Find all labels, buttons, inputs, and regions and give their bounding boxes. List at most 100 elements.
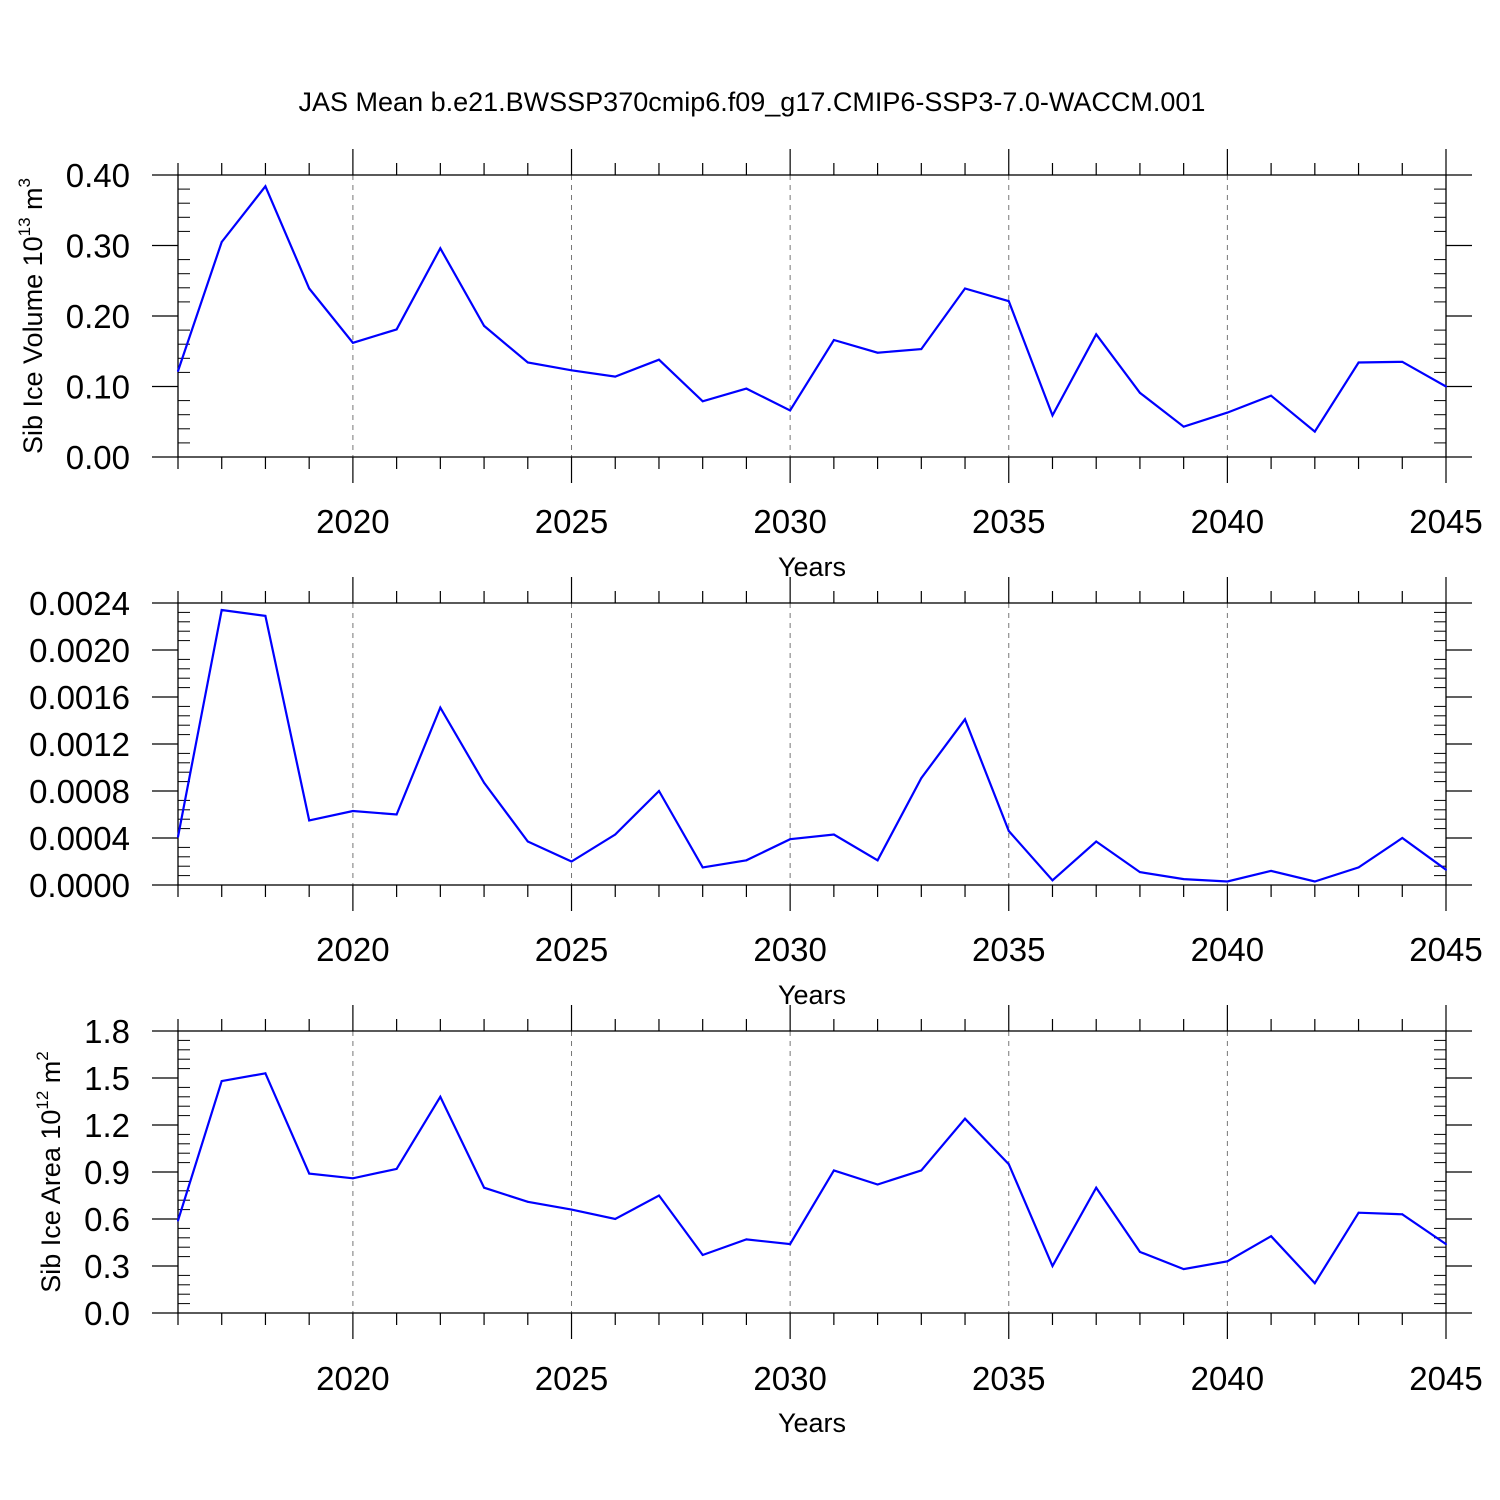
- data-point: [657, 790, 660, 792]
- x-tick-label: 2030: [753, 931, 826, 968]
- data-point: [614, 1218, 617, 1220]
- data-point: [614, 833, 617, 836]
- data-point: [920, 1169, 923, 1172]
- data-point: [1051, 414, 1054, 417]
- data-point: [745, 1238, 748, 1241]
- panel-snow-volume: 0.0000 0.0004 0.0008 0.0012 0.0016 0.0020 0.00…: [0, 577, 1483, 1010]
- x-tick-label: 2025: [535, 1360, 608, 1397]
- plot-frame: [177, 174, 1447, 458]
- y-tick-label: 0.9: [84, 1154, 130, 1191]
- data-point: [526, 840, 529, 843]
- y-tick-label: 0.0024: [29, 585, 130, 622]
- data-point: [920, 777, 923, 780]
- y-axis-label: Sib Snow Volume 1013 m3: [0, 590, 4, 898]
- data-point: [1445, 1243, 1447, 1246]
- x-tick-label: 2030: [753, 503, 826, 540]
- series-line: [176, 184, 1447, 434]
- y-tick-label: 0.0016: [29, 679, 130, 716]
- data-point: [1095, 840, 1098, 843]
- data-point: [570, 860, 573, 863]
- data-point: [1401, 837, 1404, 839]
- data-point: [1313, 880, 1316, 883]
- data-point: [964, 1117, 967, 1120]
- series-line: [176, 608, 1447, 883]
- data-point: [1445, 868, 1447, 871]
- data-point: [789, 409, 792, 412]
- data-point: [526, 1200, 529, 1203]
- x-tick-label: 2040: [1191, 503, 1264, 540]
- data-point: [1007, 1163, 1010, 1166]
- y-tick-label: 1.2: [84, 1107, 130, 1144]
- panel-ice-area: 0.0 0.3 0.6 0.9 1.2 1.5 1.8 2020 2025 2030 2035 204…: [33, 1005, 1483, 1438]
- x-tick-label: 2035: [972, 1360, 1045, 1397]
- data-point: [876, 859, 879, 862]
- y-tick-label: 0.00: [66, 439, 130, 476]
- data-point: [1095, 333, 1098, 336]
- x-tick-label: 2020: [316, 931, 389, 968]
- data-point: [351, 341, 354, 344]
- x-tick-label: 2040: [1191, 1360, 1264, 1397]
- x-axis-label: Years: [778, 1408, 846, 1438]
- y-tick-label: 0.3: [84, 1248, 130, 1285]
- data-point: [264, 614, 267, 617]
- y-axis-label: Sib Ice Area 1012 m2: [33, 1051, 66, 1293]
- y-axis-label: Sib Ice Volume 1013 m3: [15, 178, 48, 454]
- data-point: [1401, 1213, 1404, 1216]
- data-point: [1226, 880, 1229, 883]
- data-point: [1095, 1186, 1098, 1189]
- data-point: [1226, 411, 1229, 414]
- data-point: [1182, 1268, 1185, 1271]
- data-point: [177, 835, 179, 838]
- data-point: [701, 1254, 704, 1257]
- data-point: [220, 240, 223, 243]
- y-tick-label: 0.10: [66, 369, 130, 406]
- x-axis-label: Years: [778, 980, 846, 1010]
- data-point: [177, 369, 179, 372]
- plot-frame: [177, 602, 1447, 886]
- data-point: [395, 813, 398, 816]
- data-point: [1051, 1265, 1054, 1267]
- data-point: [308, 1172, 311, 1175]
- data-point: [351, 809, 354, 812]
- data-point: [570, 369, 573, 372]
- data-point: [483, 781, 486, 784]
- data-point: [395, 328, 398, 331]
- x-tick-label: 2020: [316, 503, 389, 540]
- data-point: [964, 718, 967, 721]
- y-tick-label: 1.5: [84, 1060, 130, 1097]
- data-point: [1270, 1235, 1273, 1238]
- data-point: [220, 1080, 223, 1083]
- x-tick-label: 2045: [1409, 931, 1482, 968]
- y-tick-label: 0.0008: [29, 773, 130, 810]
- data-point: [1270, 394, 1273, 397]
- y-tick-label: 0.30: [66, 228, 130, 265]
- data-point: [308, 819, 311, 822]
- data-point: [1313, 1282, 1316, 1285]
- data-point: [789, 1243, 792, 1246]
- data-point: [483, 324, 486, 327]
- data-point: [1270, 869, 1273, 872]
- data-point: [1357, 361, 1360, 364]
- data-point: [920, 348, 923, 351]
- x-tick-label: 2045: [1409, 503, 1482, 540]
- y-tick-label: 1.8: [84, 1013, 130, 1050]
- data-point: [832, 1169, 835, 1172]
- data-point: [1138, 1250, 1141, 1253]
- data-point: [876, 1183, 879, 1186]
- data-point: [1401, 360, 1404, 363]
- x-tick-label: 2035: [972, 503, 1045, 540]
- data-point: [1007, 829, 1010, 832]
- plot-frame: [177, 1030, 1447, 1314]
- x-tick-label: 2025: [535, 931, 608, 968]
- data-point: [701, 400, 704, 403]
- y-tick-label: 0.0012: [29, 726, 130, 763]
- data-point: [832, 338, 835, 341]
- data-point: [439, 706, 442, 709]
- data-point: [351, 1177, 354, 1180]
- y-tick-label: 0.40: [66, 157, 130, 194]
- data-point: [1226, 1260, 1229, 1263]
- data-point: [570, 1208, 573, 1211]
- data-point: [264, 1072, 267, 1075]
- data-point: [614, 375, 617, 378]
- x-tick-label: 2045: [1409, 1360, 1482, 1397]
